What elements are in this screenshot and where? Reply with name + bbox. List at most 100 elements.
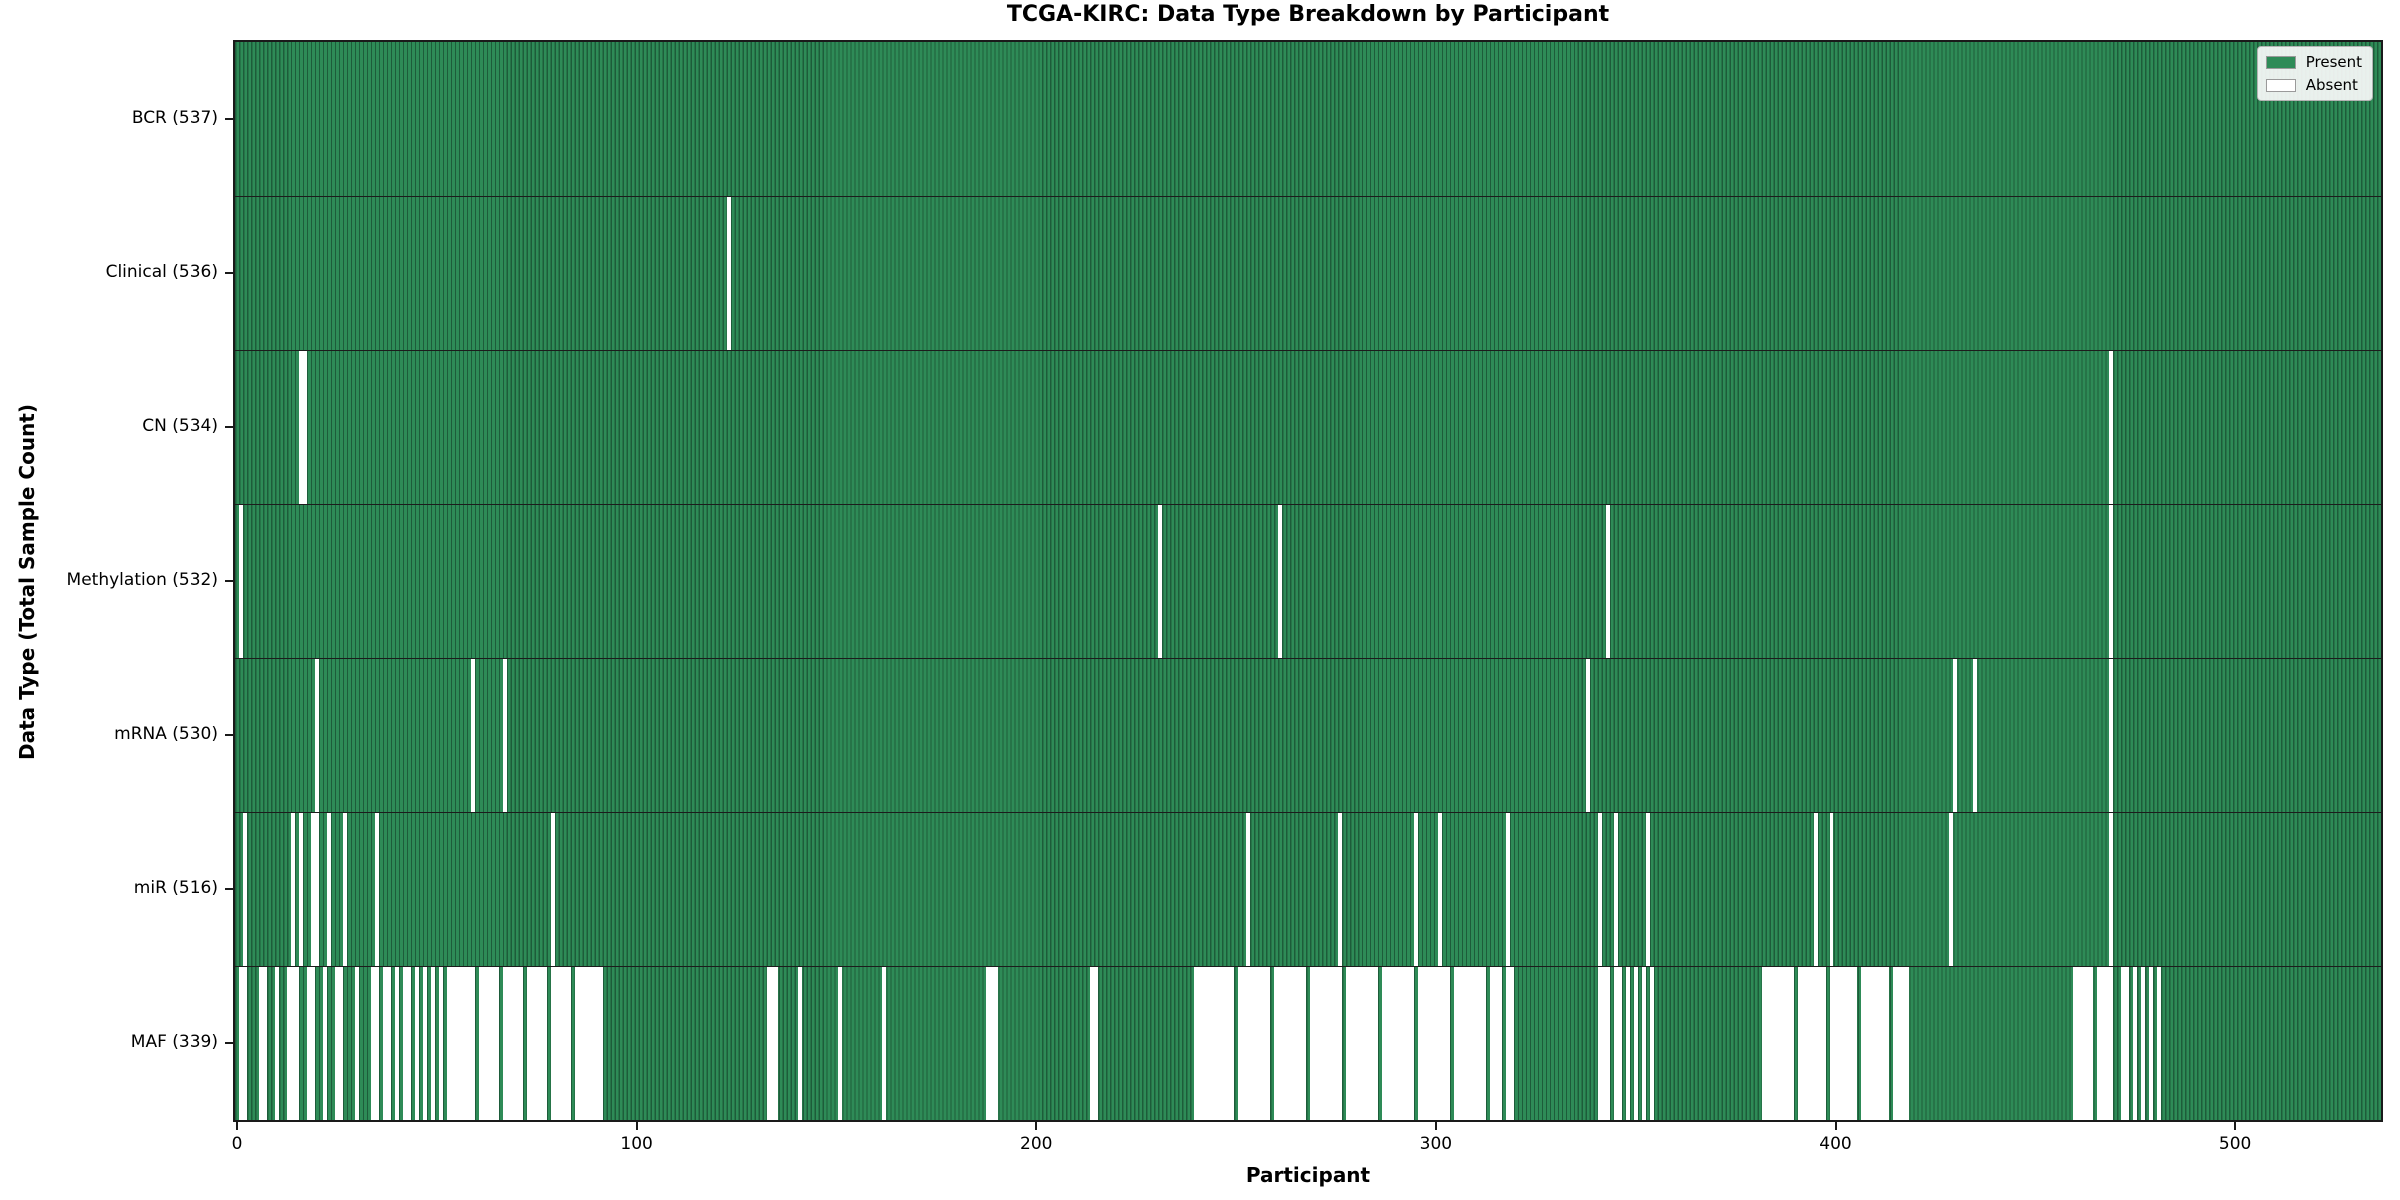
absent-bar	[374, 812, 379, 966]
absent-bar	[1437, 812, 1442, 966]
absent-bar	[1613, 812, 1618, 966]
x-tick-label-400: 400	[1819, 1134, 1852, 1154]
y-tick-label-mrna: mRNA (530)	[114, 724, 218, 744]
absent-bar	[274, 966, 279, 1120]
x-tick	[1035, 1122, 1038, 1130]
absent-bar	[1505, 966, 1514, 1120]
absent-bar	[1309, 966, 1342, 1120]
row-mir	[235, 812, 2381, 966]
absent-bar	[354, 966, 359, 1120]
absent-bar	[306, 966, 315, 1120]
absent-bar	[1417, 966, 1450, 1120]
absent-bar	[430, 966, 435, 1120]
absent-bar	[1813, 812, 1818, 966]
absent-bar	[2109, 812, 2114, 966]
absent-bar	[1641, 966, 1646, 1120]
y-tick-label-methylation: Methylation (532)	[66, 570, 218, 590]
absent-bar	[402, 966, 411, 1120]
absent-bar	[1949, 812, 1954, 966]
absent-bar	[2149, 966, 2154, 1120]
absent-bar	[526, 966, 547, 1120]
absent-bar	[1973, 658, 1978, 812]
x-tick-label-0: 0	[231, 1134, 243, 1154]
legend: Present Absent	[2256, 46, 2373, 101]
absent-bar	[1194, 966, 1235, 1120]
y-tick-label-clinical: Clinical (536)	[105, 262, 218, 282]
x-tick	[1434, 1122, 1437, 1130]
plot-area	[233, 40, 2383, 1122]
absent-bar	[238, 504, 243, 658]
absent-bar	[1597, 812, 1602, 966]
absent-bar	[394, 966, 399, 1120]
absent-bar	[382, 966, 391, 1120]
absent-bar	[2133, 966, 2138, 1120]
absent-bar	[1613, 966, 1622, 1120]
absent-bar	[322, 966, 327, 1120]
y-tick	[225, 888, 233, 890]
absent-bar	[2073, 966, 2094, 1120]
x-tick-label-200: 200	[1020, 1134, 1053, 1154]
absent-bar	[438, 966, 443, 1120]
legend-item-present: Present	[2265, 53, 2362, 71]
absent-bar	[342, 812, 347, 966]
absent-bar	[1633, 966, 1638, 1120]
y-tick-label-maf: MAF (339)	[130, 1032, 218, 1052]
x-tick-label-500: 500	[2218, 1134, 2252, 1154]
y-tick	[225, 580, 233, 582]
legend-label-absent: Absent	[2305, 76, 2358, 94]
absent-bar	[1797, 966, 1826, 1120]
absent-bar	[1090, 966, 1099, 1120]
x-tick-label-100: 100	[620, 1134, 653, 1154]
absent-bar	[326, 812, 331, 966]
absent-bar	[574, 966, 603, 1120]
absent-bar	[1625, 966, 1630, 1120]
chart-title: TCGA-KIRC: Data Type Breakdown by Partic…	[1006, 2, 1610, 27]
absent-bar	[2097, 966, 2114, 1120]
absent-bar	[502, 658, 507, 812]
x-tick	[2234, 1122, 2237, 1130]
absent-bar	[2109, 504, 2114, 658]
absent-bar	[2157, 966, 2162, 1120]
absent-bar	[414, 966, 419, 1120]
row-separator	[235, 350, 2381, 351]
absent-bar	[334, 966, 343, 1120]
x-axis-title: Participant	[1245, 1163, 1371, 1187]
row-separator	[235, 504, 2381, 505]
absent-bar	[242, 812, 247, 966]
absent-bar	[1238, 966, 1271, 1120]
absent-bar	[1158, 504, 1163, 658]
absent-bar	[1345, 966, 1378, 1120]
absent-bar	[286, 966, 299, 1120]
absent-bar	[1585, 658, 1590, 812]
absent-bar	[1605, 504, 1610, 658]
absent-bar	[1861, 966, 1890, 1120]
absent-bar	[838, 966, 843, 1120]
row-bcr	[235, 42, 2381, 196]
row-separator	[235, 812, 2381, 813]
absent-bar	[1829, 812, 1834, 966]
absent-bar	[882, 966, 887, 1120]
x-tick	[635, 1122, 638, 1130]
absent-bar	[726, 196, 731, 350]
absent-bar	[1278, 504, 1282, 658]
absent-bar	[1489, 966, 1502, 1120]
y-tick	[225, 118, 233, 120]
absent-bar	[258, 966, 267, 1120]
absent-bar	[370, 966, 379, 1120]
absent-bar	[798, 966, 803, 1120]
absent-bar	[766, 966, 779, 1120]
absent-bar	[1246, 812, 1251, 966]
row-methylation	[235, 504, 2381, 658]
absent-bar	[314, 658, 319, 812]
absent-bar	[238, 966, 247, 1120]
y-tick	[225, 272, 233, 274]
present-swatch	[2265, 55, 2296, 69]
row-maf	[235, 966, 2381, 1120]
absent-bar	[502, 966, 523, 1120]
absent-bar	[986, 966, 999, 1120]
absent-bar	[2109, 658, 2114, 812]
absent-bar	[1829, 966, 1858, 1120]
y-tick	[225, 734, 233, 736]
row-separator	[235, 196, 2381, 197]
